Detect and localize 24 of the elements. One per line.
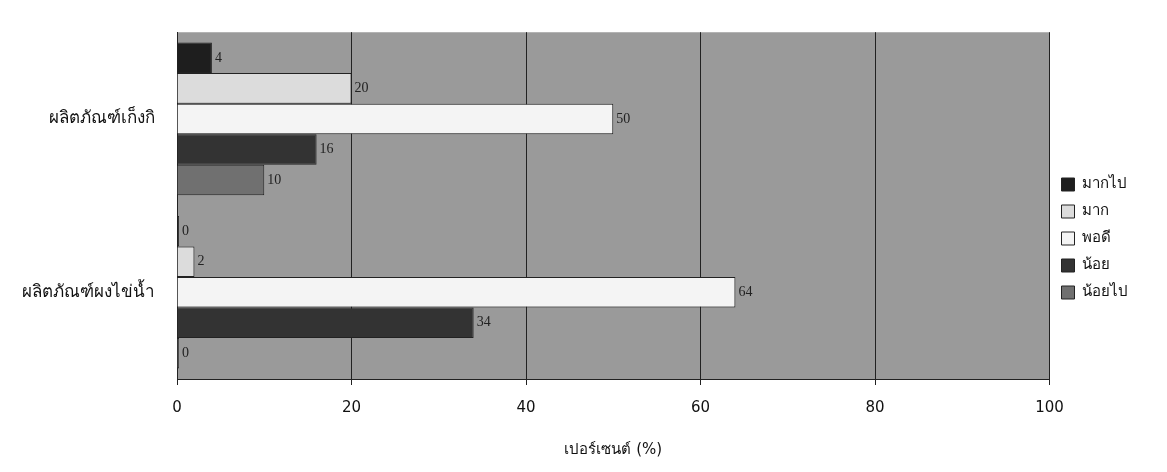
data-label: 64 <box>738 283 753 299</box>
x-tick-label: 0 <box>172 397 182 416</box>
data-label: 20 <box>354 80 369 96</box>
y-tick-label: ผลิตภัณฑ์ผงไข่น้ำ <box>22 278 155 301</box>
data-label: 34 <box>476 314 491 330</box>
data-label: 10 <box>267 171 282 187</box>
x-tick-label: 80 <box>865 397 885 416</box>
legend-label: น้อยไป <box>1082 282 1128 301</box>
legend-label: มากไป <box>1082 174 1127 193</box>
x-tick-label: 100 <box>1035 397 1064 416</box>
legend-label: พอดี <box>1082 228 1111 247</box>
legend-label: มาก <box>1082 201 1109 220</box>
x-axis-title: เปอร์เซนต์ (%) <box>564 439 663 458</box>
data-label: 16 <box>319 141 334 157</box>
x-tick-label: 20 <box>341 397 362 416</box>
data-label: 0 <box>182 222 189 238</box>
legend-label: น้อย <box>1082 255 1110 274</box>
data-label: 4 <box>214 49 222 65</box>
x-tick-label: 40 <box>516 397 536 416</box>
y-tick-label: ผลิตภัณฑ์เก็งกิ <box>49 106 155 128</box>
data-label: 0 <box>182 345 189 361</box>
data-label: 2 <box>197 253 205 269</box>
data-label: 50 <box>616 110 631 126</box>
x-tick-label: 60 <box>690 397 711 416</box>
